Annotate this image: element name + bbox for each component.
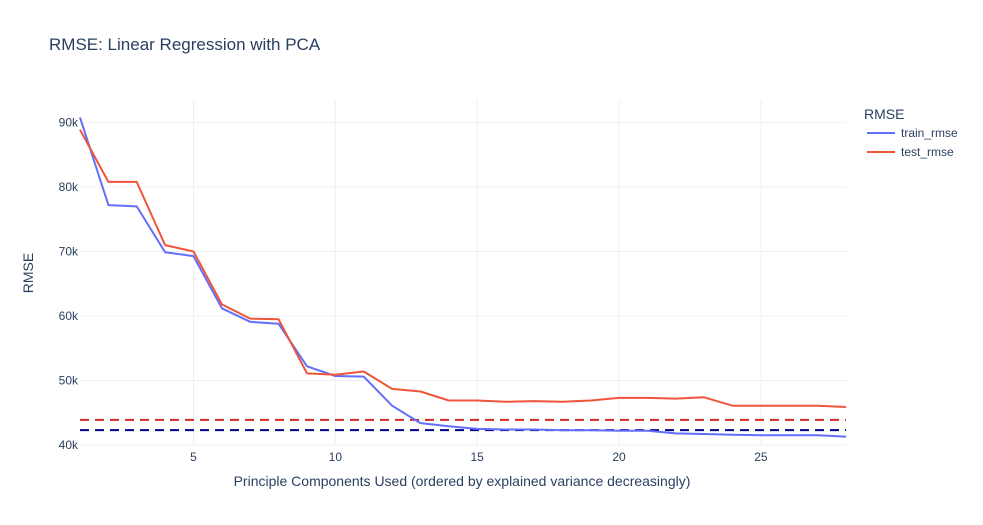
reference-lines — [80, 418, 846, 432]
legend: RMSE train_rmse test_rmse — [864, 106, 958, 159]
y-tick-label: 50k — [59, 374, 79, 388]
y-axis-title: RMSE — [20, 253, 36, 293]
y-tick-label: 60k — [59, 309, 79, 323]
legend-title: RMSE — [864, 106, 904, 122]
x-axis-title: Principle Components Used (ordered by ex… — [234, 473, 691, 489]
legend-item-label: test_rmse — [901, 145, 954, 159]
y-tick-label: 80k — [59, 180, 79, 194]
x-tick-label: 5 — [190, 450, 197, 464]
legend-item-label: train_rmse — [901, 126, 958, 140]
series-line-test-rmse — [79, 129, 847, 408]
y-tick-label: 70k — [59, 245, 79, 259]
chart-title: RMSE: Linear Regression with PCA — [49, 35, 321, 54]
x-tick-label: 20 — [612, 450, 626, 464]
grid-lines — [80, 100, 846, 446]
series-line-train-rmse — [79, 117, 847, 438]
x-tick-label: 15 — [471, 450, 485, 464]
y-tick-label: 40k — [59, 438, 79, 452]
series-lines — [79, 117, 847, 438]
x-tick-label: 10 — [329, 450, 343, 464]
y-axis-ticks: 40k 50k 60k 70k 80k 90k — [59, 116, 79, 452]
y-tick-label: 90k — [59, 116, 79, 130]
x-tick-label: 25 — [754, 450, 768, 464]
x-axis-ticks: 5 10 15 20 25 — [190, 450, 768, 464]
